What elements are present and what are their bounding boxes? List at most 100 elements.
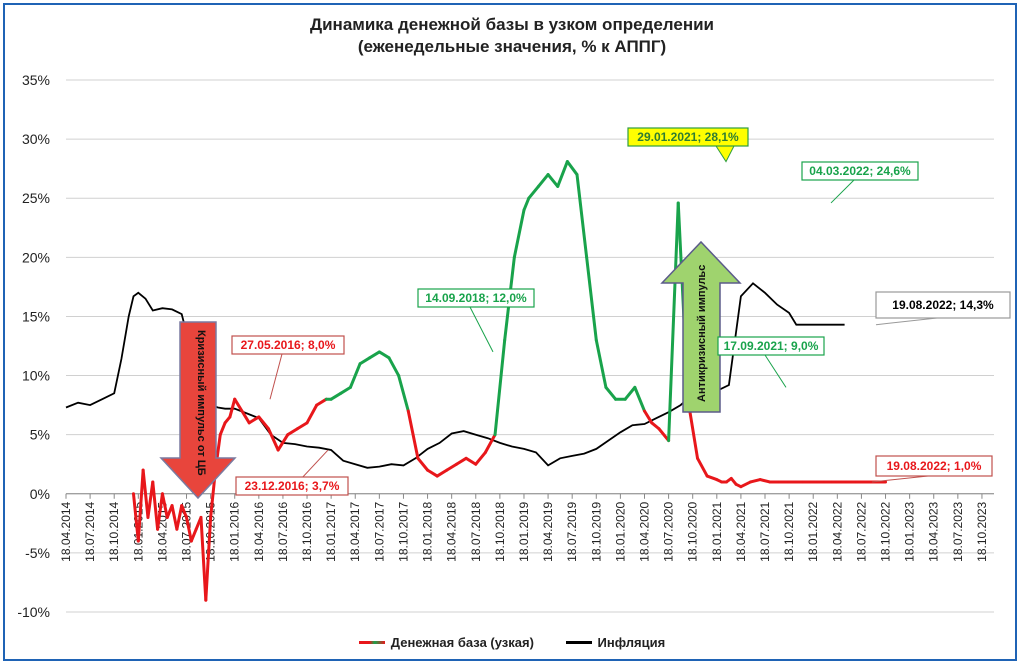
series-segment-money-base bbox=[136, 468, 145, 543]
x-tick-label: 18.01.2023 bbox=[903, 501, 917, 561]
x-tick-label: 18.04.2023 bbox=[927, 501, 941, 561]
annotation-label: 19.08.2022; 14,3% bbox=[892, 298, 994, 312]
x-tick-label: 18.10.2022 bbox=[879, 501, 893, 561]
y-tick-label: -5% bbox=[25, 545, 50, 561]
x-tick-label: 18.10.2014 bbox=[107, 501, 121, 561]
title-line-1: Динамика денежной базы в узком определен… bbox=[309, 15, 714, 34]
series-segment-money-base bbox=[512, 208, 526, 259]
x-tick-label: 18.01.2020 bbox=[613, 501, 627, 561]
series-segment-money-base bbox=[454, 456, 468, 466]
series-segment-money-base bbox=[650, 421, 661, 431]
x-tick-label: 18.07.2022 bbox=[854, 501, 868, 561]
x-tick-label: 18.07.2014 bbox=[83, 501, 97, 561]
annotation-label: 29.01.2021; 28,1% bbox=[637, 130, 739, 144]
legend-swatch-inflation bbox=[565, 641, 592, 644]
series-segment-money-base bbox=[575, 173, 589, 259]
x-tick-label: 18.10.2017 bbox=[396, 501, 410, 561]
anticrisis-arrow-up bbox=[660, 240, 742, 413]
annotation-pointer bbox=[875, 317, 938, 326]
series-segment-money-base bbox=[185, 515, 193, 543]
series-segment-money-base bbox=[141, 468, 150, 519]
series-segment-money-base bbox=[435, 468, 449, 478]
annotation-box bbox=[875, 291, 1011, 319]
chart-frame bbox=[3, 3, 1017, 661]
series-segment-money-base bbox=[180, 504, 189, 519]
annotation-pointer bbox=[269, 353, 283, 400]
series-segment-money-base bbox=[565, 160, 579, 177]
x-tick-label: 18.10.2021 bbox=[782, 501, 796, 561]
series-segment-money-base bbox=[483, 433, 497, 454]
y-tick-label: 35% bbox=[22, 72, 50, 88]
series-segment-money-base bbox=[156, 492, 164, 531]
x-tick-label: 18.04.2017 bbox=[348, 501, 362, 561]
legend-label-money-base: Денежная база (узкая) bbox=[390, 635, 534, 650]
y-tick-label: 25% bbox=[22, 190, 50, 206]
annotation-pointer bbox=[715, 145, 735, 163]
series-segment-money-base bbox=[739, 480, 753, 489]
series-segment-money-base bbox=[329, 391, 343, 401]
x-tick-label: 18.04.2018 bbox=[445, 501, 459, 561]
title-line-2: (еженедельные значения, % к АППГ) bbox=[357, 37, 667, 56]
crisis-arrow-label: Кризисный импульс от ЦБ bbox=[195, 330, 207, 476]
series-segment-money-base bbox=[585, 255, 598, 342]
series-segment-money-base bbox=[199, 515, 208, 602]
series-segment-money-base bbox=[315, 397, 328, 407]
series-segment-money-base bbox=[286, 427, 299, 437]
x-tick-label: 18.10.2020 bbox=[686, 501, 700, 561]
series-segment-money-base bbox=[160, 492, 169, 519]
series-segment-money-base bbox=[175, 504, 184, 531]
series-segment-money-base bbox=[556, 160, 569, 188]
anticrisis-arrow-label: Антикризисный импульс bbox=[696, 265, 708, 402]
series-segment-money-base bbox=[358, 356, 372, 366]
annotation-label: 27.05.2016; 8,0% bbox=[241, 338, 336, 352]
x-tick-label: 18.07.2015 bbox=[180, 501, 194, 561]
series-segment-money-base bbox=[266, 427, 280, 452]
series-segment-money-base bbox=[204, 515, 213, 602]
x-tick-label: 18.10.2018 bbox=[493, 501, 507, 561]
y-tick-label: -10% bbox=[17, 604, 50, 620]
series-segment-money-base bbox=[705, 474, 719, 482]
x-tick-label: 18.07.2019 bbox=[565, 501, 579, 561]
series-segment-money-base bbox=[642, 409, 654, 425]
x-tick-label: 18.04.2022 bbox=[830, 501, 844, 561]
series-segment-money-base bbox=[464, 456, 478, 466]
annotation-label: 04.03.2022; 24,6% bbox=[809, 164, 911, 178]
annotation-box bbox=[235, 476, 349, 496]
series-segment-money-base bbox=[426, 468, 439, 478]
x-tick-label: 18.01.2019 bbox=[517, 501, 531, 561]
x-tick-label: 18.01.2021 bbox=[710, 501, 724, 561]
y-tick-label: 5% bbox=[30, 427, 50, 443]
series-segment-money-base bbox=[257, 415, 270, 431]
y-tick-label: 30% bbox=[22, 131, 50, 147]
series-segment-money-base bbox=[657, 427, 671, 443]
annotation-box bbox=[717, 336, 825, 356]
chart-title: Динамика денежной базы в узком определен… bbox=[0, 14, 1024, 58]
y-tick-label: 15% bbox=[22, 308, 50, 324]
annotation-box bbox=[417, 288, 535, 308]
x-tick-label: 18.07.2021 bbox=[758, 501, 772, 561]
annotation-label: 19.08.2022; 1,0% bbox=[887, 459, 982, 473]
series-segment-money-base bbox=[170, 504, 179, 531]
annotation-label: 14.09.2018; 12,0% bbox=[425, 291, 527, 305]
annotation-label: 17.09.2021; 9,0% bbox=[724, 339, 819, 353]
series-segment-money-base bbox=[240, 409, 251, 425]
series-segment-money-base bbox=[348, 362, 362, 389]
x-tick-label: 18.10.2016 bbox=[300, 501, 314, 561]
y-tick-label: 10% bbox=[22, 368, 50, 384]
series-segment-money-base bbox=[445, 462, 458, 472]
series-segment-money-base bbox=[387, 356, 401, 378]
x-tick-label: 18.01.2018 bbox=[421, 501, 435, 561]
series-segment-money-base bbox=[397, 374, 410, 413]
annotation-box bbox=[627, 127, 749, 147]
series-segment-money-base bbox=[377, 350, 391, 360]
series-segment-money-base bbox=[633, 385, 646, 413]
series-segment-money-base bbox=[493, 338, 507, 437]
x-tick-label: 18.10.2023 bbox=[975, 501, 989, 561]
legend-item-inflation: Инфляция bbox=[565, 635, 665, 650]
series-segment-money-base bbox=[667, 201, 680, 443]
series-segment-money-base bbox=[594, 338, 608, 389]
x-tick-label: 18.10.2019 bbox=[589, 501, 603, 561]
series-segment-money-base bbox=[527, 184, 540, 200]
series-segment-money-base bbox=[151, 480, 160, 531]
